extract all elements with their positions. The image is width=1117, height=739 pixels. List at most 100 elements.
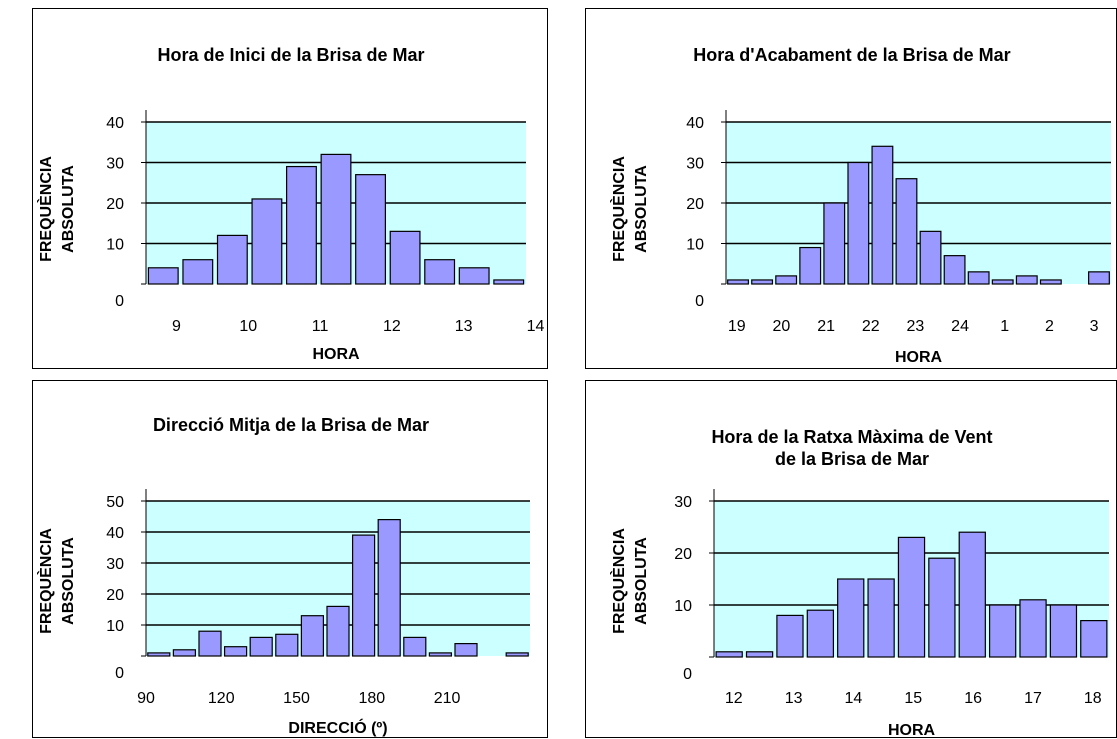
x-tick-label: 14: [845, 690, 863, 707]
bar: [991, 279, 1014, 285]
bar: [1080, 620, 1108, 658]
bar: [249, 636, 273, 657]
bar: [727, 279, 749, 285]
bar: [172, 649, 197, 657]
y-tick-label: 10: [106, 237, 124, 254]
chart-title: Hora d'Acabament de la Brisa de Mar: [693, 45, 1010, 65]
bar: [847, 161, 870, 285]
x-tick-label: 210: [434, 690, 461, 707]
x-tick-label: 11: [312, 318, 329, 335]
bar: [182, 259, 214, 285]
bar: [1019, 599, 1047, 658]
chart-hora-inici: 0 10 20 30 40 9 10 11 12 13 14 Hora de Inici de la …: [36, 45, 545, 363]
x-tick-label: 24: [951, 318, 969, 335]
bar: [837, 578, 865, 658]
x-tick-label: 13: [455, 318, 473, 335]
chart-title: Direcció Mitja de la Brisa de Mar: [153, 415, 429, 435]
x-tick-label: 18: [1084, 690, 1102, 707]
bar: [928, 557, 956, 658]
x-axis-title: HORA: [312, 346, 360, 363]
bar: [806, 609, 835, 658]
bar: [775, 275, 798, 285]
bar: [428, 652, 453, 657]
x-tick-label: 13: [785, 690, 803, 707]
y-tick-label: 0: [115, 665, 124, 682]
x-tick-label: 20: [773, 318, 791, 335]
y-tick-label: 30: [106, 556, 124, 573]
bar: [198, 630, 222, 657]
y-tick-label: 30: [106, 156, 124, 173]
x-tick-label: 17: [1024, 690, 1042, 707]
y-tick-label: 40: [106, 525, 124, 542]
x-tick-label: 1: [1000, 318, 1009, 335]
bar: [799, 246, 822, 285]
x-tick-label: 12: [383, 318, 401, 335]
bar: [988, 604, 1017, 658]
bar: [1049, 604, 1078, 658]
y-tick-label: 20: [686, 196, 704, 213]
bar: [493, 279, 525, 285]
y-tick-label: 0: [695, 293, 704, 310]
x-axis-title: DIRECCIÓ (º): [288, 718, 387, 737]
x-tick-label: 16: [964, 690, 982, 707]
bar: [958, 531, 986, 658]
y-tick-label: 30: [674, 494, 692, 511]
bar: [505, 652, 529, 657]
bar: [458, 267, 490, 285]
y-tick-label: 40: [106, 115, 124, 132]
x-tick-label: 22: [862, 318, 880, 335]
bar: [424, 259, 456, 285]
bar: [389, 230, 421, 285]
chart-title: de la Brisa de Mar: [775, 449, 929, 469]
bar: [403, 636, 427, 657]
bar: [823, 202, 846, 285]
y-axis-title: FREQUÈNCIA: [36, 528, 55, 634]
chart-panel-inicio: 0 10 20 30 40 9 10 11 12 13 14 Hora de Inici de la …: [32, 8, 548, 369]
y-tick-label: 10: [686, 237, 704, 254]
x-tick-label: 21: [817, 318, 835, 335]
x-tick-label: 14: [527, 318, 545, 335]
y-axis-title: ABSOLUTA: [633, 165, 650, 253]
y-axis-title: ABSOLUTA: [60, 537, 77, 625]
chart-panel-ratxa: 0 10 20 30 12 13 14 15 16 17 18 Hora de la Ratxa Mà…: [585, 380, 1117, 739]
y-axis-title: FREQUÈNCIA: [36, 156, 55, 262]
bar: [223, 646, 248, 657]
y-tick-label: 20: [106, 196, 124, 213]
bar: [320, 153, 352, 285]
x-axis-title: HORA: [888, 722, 936, 739]
bar: [745, 651, 774, 658]
y-tick-label: 10: [106, 618, 124, 635]
bar: [715, 651, 743, 658]
y-axis-title: ABSOLUTA: [60, 165, 77, 253]
bar: [377, 519, 401, 657]
bar: [943, 255, 966, 285]
bar: [147, 652, 171, 657]
bar: [1039, 279, 1062, 285]
y-tick-label: 50: [106, 494, 124, 511]
y-axis-title: FREQUÈNCIA: [609, 156, 628, 262]
bar: [351, 534, 376, 657]
y-tick-label: 0: [683, 666, 692, 683]
y-tick-label: 10: [674, 598, 692, 615]
bar: [776, 614, 804, 658]
bar: [919, 230, 942, 285]
y-axis-title: ABSOLUTA: [633, 537, 650, 625]
x-tick-label: 120: [208, 690, 235, 707]
chart-title: Hora de Inici de la Brisa de Mar: [157, 45, 424, 65]
x-tick-label: 90: [137, 690, 155, 707]
bar: [300, 615, 325, 657]
bar: [355, 174, 387, 285]
bar: [751, 279, 774, 285]
bar: [1088, 271, 1110, 285]
x-tick-label: 2: [1045, 318, 1054, 335]
chart-hora-ratxa: 0 10 20 30 12 13 14 15 16 17 18 Hora de la Ratxa Mà…: [609, 427, 1109, 739]
x-axis-title: HORA: [895, 349, 943, 366]
chart-panel-direccio: 0 10 20 30 40 50 90 120 150 180 210 Direcció Mitja …: [32, 380, 548, 738]
x-tick-label: 19: [728, 318, 746, 335]
x-tick-label: 15: [904, 690, 922, 707]
x-tick-label: 3: [1090, 318, 1099, 335]
bar: [871, 145, 894, 285]
bar: [251, 198, 283, 285]
chart-panel-acabament: 0 10 20 30 40 19 20 21 22 23 24 1 2 3 Hora d'Acabament…: [585, 8, 1117, 369]
x-tick-label: 10: [239, 318, 257, 335]
